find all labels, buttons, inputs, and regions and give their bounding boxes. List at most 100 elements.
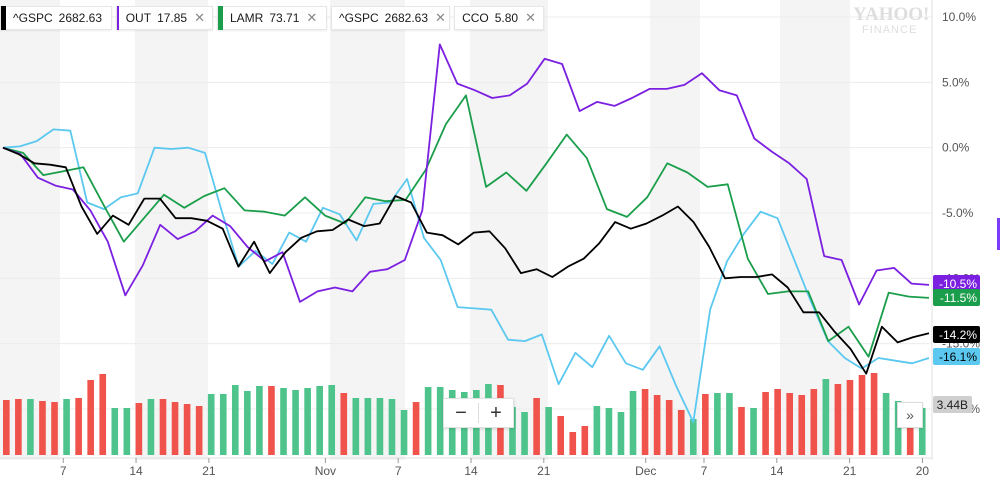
- end-label-lamr-bg: [933, 289, 980, 306]
- volume-bar: [786, 393, 794, 455]
- week-band: [470, 0, 548, 460]
- volume-bar: [39, 401, 46, 455]
- legend-chip-lamr[interactable]: LAMR 73.71 ✕: [217, 6, 327, 30]
- series-line-gspc: [2, 146, 930, 375]
- volume-bar: [834, 384, 842, 455]
- volume-bar: [846, 380, 854, 455]
- volume-bar: [171, 402, 179, 455]
- x-tick-label: 20: [916, 464, 930, 478]
- week-band: [0, 0, 60, 460]
- volume-bar: [581, 426, 589, 455]
- volume-bar: [316, 386, 323, 455]
- volume-bar: [545, 407, 552, 455]
- fast-forward-button[interactable]: »: [897, 402, 923, 428]
- volume-bar: [340, 393, 348, 455]
- y-tick-label: 0.0%: [942, 141, 970, 155]
- volume-bar: [810, 389, 818, 455]
- volume-bar: [111, 408, 119, 455]
- x-tick-label: 21: [537, 464, 551, 478]
- volume-end-label: 3.44B: [937, 398, 968, 412]
- end-label-lamr: -11.5%: [940, 291, 977, 305]
- volume-bar: [183, 404, 191, 455]
- volume-bar: [195, 406, 203, 455]
- volume-bar: [858, 375, 866, 455]
- volume-bar: [424, 387, 432, 455]
- end-label-cco-bg: [933, 348, 980, 365]
- legend-chip-value: 5.80: [494, 11, 519, 25]
- series-line-out: [2, 43, 930, 306]
- legend-chip-value: 2682.63: [384, 11, 429, 25]
- zoom-out-button[interactable]: −: [455, 402, 467, 424]
- x-tick-label: 7: [701, 464, 708, 478]
- legend-chip-symbol: CCO: [462, 11, 489, 25]
- x-tick-label: 14: [464, 464, 478, 478]
- volume-bar: [521, 412, 528, 455]
- zoom-controls: − +: [443, 398, 514, 428]
- volume-bar: [870, 373, 878, 455]
- series-end-labels: -14.2% -10.5%-11.5% -16.1% 3.44B: [933, 275, 980, 413]
- legend-chip-symbol: ^GSPC: [13, 11, 53, 25]
- end-label-cco: -16.1%: [939, 350, 977, 364]
- volume-bar: [292, 390, 299, 455]
- legend-chip-value: 2682.63: [58, 11, 103, 25]
- end-label-out-bg: [933, 275, 980, 292]
- volume-bar: [87, 380, 94, 455]
- volume-bar: [352, 398, 360, 455]
- yahoo-finance-watermark: YAHOO!: [853, 4, 930, 25]
- legend-chip-symbol: LAMR: [230, 11, 264, 25]
- x-tick-label: 14: [770, 464, 784, 478]
- week-band: [780, 0, 850, 460]
- y-tick-label: -5.0%: [942, 206, 974, 220]
- volume-bar: [569, 432, 577, 455]
- volume-bar: [605, 408, 613, 455]
- volume-bar: [256, 386, 263, 455]
- close-icon[interactable]: ✕: [306, 10, 318, 25]
- close-icon[interactable]: ✕: [194, 10, 205, 25]
- y-tick-label: 10.0%: [942, 10, 976, 24]
- legend-chip-swatch: [117, 6, 119, 30]
- right-edge-handle[interactable]: [997, 218, 1000, 250]
- volume-bar: [738, 407, 745, 455]
- close-icon[interactable]: ✕: [525, 10, 536, 25]
- volume-bar: [412, 402, 420, 455]
- legend-chip-swatch: [1, 6, 6, 30]
- volume-bar: [15, 399, 22, 455]
- y-tick-label: 5.0%: [942, 75, 970, 89]
- end-label-out: -10.5%: [939, 277, 977, 291]
- legend-chip-symbol: OUT: [125, 11, 152, 25]
- legend-chip-out[interactable]: OUT 17.85 ✕: [116, 6, 213, 30]
- volume-bar: [135, 403, 143, 455]
- yahoo-finance-watermark-sub: FINANCE: [862, 24, 918, 36]
- volume-bar: [641, 389, 649, 455]
- volume-bar: [27, 399, 34, 455]
- volume-bar: [593, 406, 601, 455]
- volume-bar: [689, 419, 697, 455]
- volume-bar: [268, 386, 275, 455]
- volume-bar: [533, 398, 540, 455]
- volume-bar: [665, 400, 673, 455]
- volume-bar: [244, 391, 251, 455]
- volume-bar: [714, 393, 721, 455]
- volume-bar: [882, 393, 890, 455]
- x-tick-label: 14: [129, 464, 143, 478]
- legend-chip-gspc[interactable]: ^GSPC 2682.63: [0, 6, 112, 30]
- volume-bar: [400, 410, 408, 455]
- volume-bar: [726, 393, 733, 455]
- close-icon[interactable]: ✕: [435, 10, 446, 25]
- volume-bar: [159, 399, 167, 455]
- legend-chip-swatch: [218, 6, 223, 30]
- zoom-in-button[interactable]: +: [490, 402, 502, 424]
- volume-bar: [99, 374, 107, 455]
- volume-bar: [894, 401, 902, 455]
- volume-bar: [798, 395, 806, 455]
- legend-chip-gspc[interactable]: ^GSPC 2682.63 ✕: [331, 6, 450, 30]
- volume-bar: [509, 407, 516, 455]
- series-line-cco: [2, 128, 930, 424]
- volume-bar: [364, 398, 372, 455]
- volume-bar: [762, 392, 769, 455]
- volume-bar: [280, 388, 287, 455]
- legend-chip-cco[interactable]: CCO 5.80 ✕: [454, 6, 544, 30]
- volume-bar: [75, 398, 82, 455]
- x-axis: 7 14 21 Nov 7 14 21 Dec 7 14 21 20: [0, 457, 932, 478]
- x-tick-label: 21: [843, 464, 857, 478]
